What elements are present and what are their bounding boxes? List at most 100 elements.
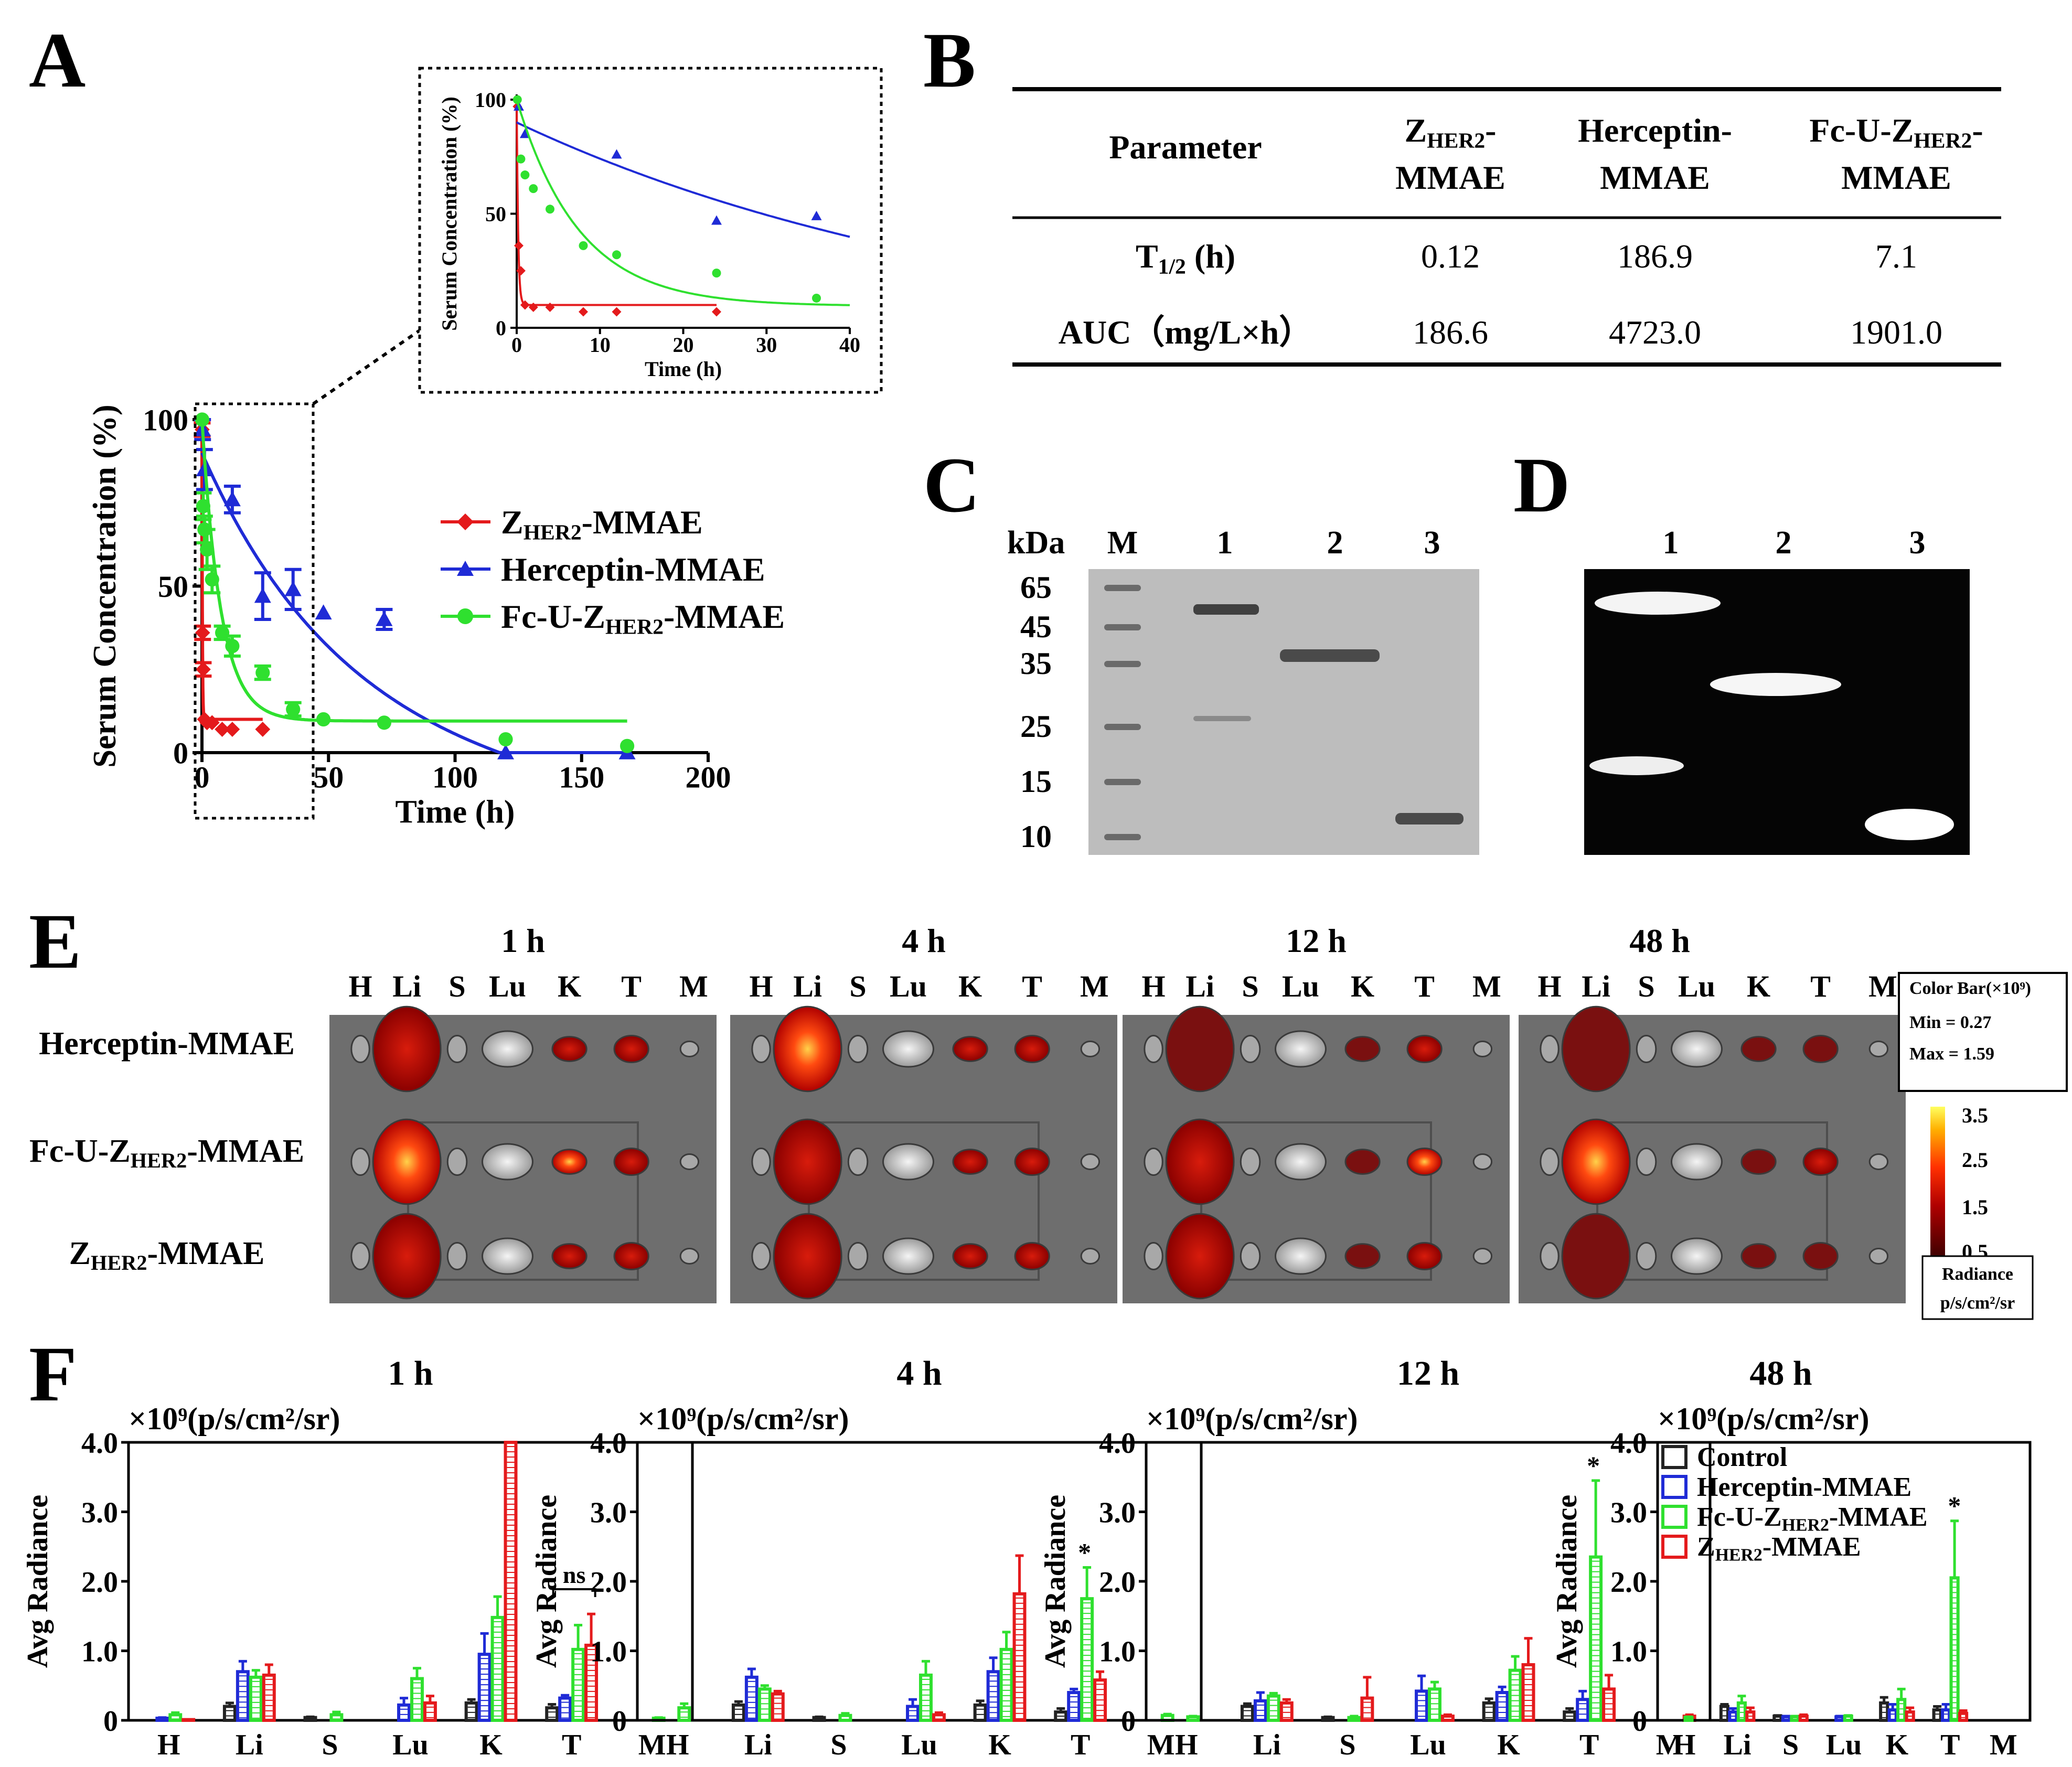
- organ-signal: [773, 1213, 842, 1300]
- y-tick-label: 1.0: [1610, 1636, 1647, 1668]
- organ-signal: [1636, 1242, 1657, 1270]
- organ-signal: [1406, 1148, 1443, 1176]
- data-point-diamond: [545, 302, 555, 312]
- legend-marker: [457, 608, 473, 624]
- fluorescence-gel: 1 2 3: [1584, 525, 1970, 855]
- organ-signal: [847, 1035, 869, 1063]
- marker-label: 45: [1020, 609, 1052, 644]
- y-axis-label: Avg Radiance: [1551, 1495, 1583, 1668]
- marker-label: 65: [1020, 570, 1052, 605]
- x-tick-label: H: [666, 1729, 689, 1761]
- organ-signal: [1670, 1237, 1723, 1275]
- x-tick-label: H: [1175, 1729, 1198, 1761]
- bar: [1521, 1663, 1535, 1722]
- organ-signal: [1472, 1248, 1493, 1265]
- organ-signal: [372, 1118, 442, 1205]
- data-point-triangle: [223, 491, 241, 507]
- organ-label: Li: [1185, 969, 1214, 1003]
- y-tick-label: 0: [1632, 1705, 1647, 1738]
- data-point-circle: [529, 184, 538, 194]
- legend-swatch: [1661, 1505, 1687, 1529]
- x-tick-label: 20: [673, 333, 694, 357]
- organ-signal: [679, 1153, 700, 1170]
- fluor-band: [1865, 809, 1954, 840]
- table-cell: 7.1: [1875, 238, 1917, 275]
- colorbar-box: [1898, 972, 2068, 1092]
- significance-label: *: [1078, 1538, 1091, 1567]
- organ-label: Lu: [890, 969, 927, 1003]
- marker-label: 10: [1020, 819, 1052, 854]
- data-point-diamond: [712, 307, 721, 317]
- bar: [932, 1713, 946, 1722]
- chart-title: 12 h: [1397, 1354, 1459, 1393]
- legend-marker: [457, 513, 474, 530]
- organ-signal: [1540, 1148, 1560, 1176]
- data-point-circle: [200, 542, 215, 557]
- x-tick-label: Li: [1724, 1729, 1751, 1761]
- organ-label: K: [1351, 969, 1374, 1003]
- organ-signal: [1165, 1005, 1235, 1093]
- y-tick-label: 0: [1121, 1705, 1136, 1738]
- bar: [397, 1703, 411, 1722]
- data-point-circle: [516, 154, 526, 164]
- organ-signal: [1144, 1035, 1163, 1063]
- row-label: ZHER2-MMAE: [69, 1236, 265, 1275]
- ex-vivo-imaging: 1 h 4 h 12 h 48 h Herceptin-MMAE Fc-U-ZHER2-M…: [29, 922, 2068, 1320]
- x-tick-label: 10: [590, 333, 611, 357]
- organ-signal: [613, 1242, 649, 1270]
- marker-band: [1104, 834, 1141, 840]
- y-tick-label: 4.0: [590, 1427, 627, 1460]
- organ-signal: [1080, 1248, 1101, 1265]
- inset-frame: [418, 67, 883, 394]
- avg-radiance-bar-charts: 1 h ×10⁹(p/s/cm²/sr) Avg Radiance 0 1.0 2.0 3.…: [22, 1354, 2032, 1761]
- y-tick-label: 2.0: [1099, 1566, 1136, 1599]
- data-point-circle: [316, 712, 331, 727]
- data-point-diamond: [204, 715, 220, 731]
- organ-label: K: [958, 969, 982, 1003]
- x-tick-label: M: [1147, 1729, 1175, 1761]
- data-point-diamond: [516, 266, 526, 276]
- bar: [249, 1675, 263, 1722]
- x-tick-label: K: [988, 1729, 1011, 1761]
- table-header: Herceptin-: [1578, 112, 1732, 149]
- data-point-circle: [377, 715, 392, 730]
- organ-label: H: [1537, 969, 1561, 1003]
- y-tick-label: 1.0: [81, 1636, 118, 1668]
- time-label: 1 h: [501, 922, 545, 959]
- organ-signal: [446, 1242, 468, 1270]
- organ-signal: [751, 1242, 771, 1270]
- x-tick-label: M: [1990, 1729, 2017, 1761]
- bar: [1719, 1705, 1730, 1722]
- organ-label: Lu: [489, 969, 526, 1003]
- bar: [504, 1441, 518, 1722]
- data-point-circle: [812, 293, 821, 303]
- organ-signal: [679, 1041, 700, 1057]
- chart-title: 4 h: [896, 1354, 942, 1393]
- data-point-diamond: [225, 722, 240, 737]
- y-tick-label: 0: [496, 316, 506, 340]
- y-tick-label: 3.0: [590, 1497, 627, 1529]
- table-header: Fc-U-ZHER2-: [1809, 112, 1983, 153]
- organ-signal: [1868, 1248, 1889, 1265]
- organ-signal: [1540, 1035, 1560, 1063]
- legend-swatch: [1661, 1445, 1687, 1469]
- colorbar-tick: 1.5: [1962, 1195, 1988, 1219]
- bar: [558, 1696, 572, 1722]
- organ-signal: [613, 1035, 649, 1063]
- data-point-diamond: [195, 625, 210, 640]
- organ-label: T: [1022, 969, 1042, 1003]
- organ-signal: [350, 1035, 370, 1063]
- sample-band: [1193, 604, 1259, 615]
- organ-label: Li: [1582, 969, 1610, 1003]
- bar: [731, 1703, 745, 1722]
- unit-label: ×10⁹(p/s/cm²/sr): [1146, 1401, 1358, 1436]
- x-tick-label: K: [1497, 1729, 1520, 1761]
- organ-signal: [1274, 1143, 1327, 1181]
- marker-label: 25: [1020, 709, 1052, 744]
- x-tick-label: 0: [511, 333, 522, 357]
- table-header: MMAE: [1600, 159, 1710, 196]
- legend-swatch: [1661, 1475, 1687, 1499]
- organ-signal: [1274, 1237, 1327, 1275]
- significance-label: *: [1587, 1451, 1600, 1480]
